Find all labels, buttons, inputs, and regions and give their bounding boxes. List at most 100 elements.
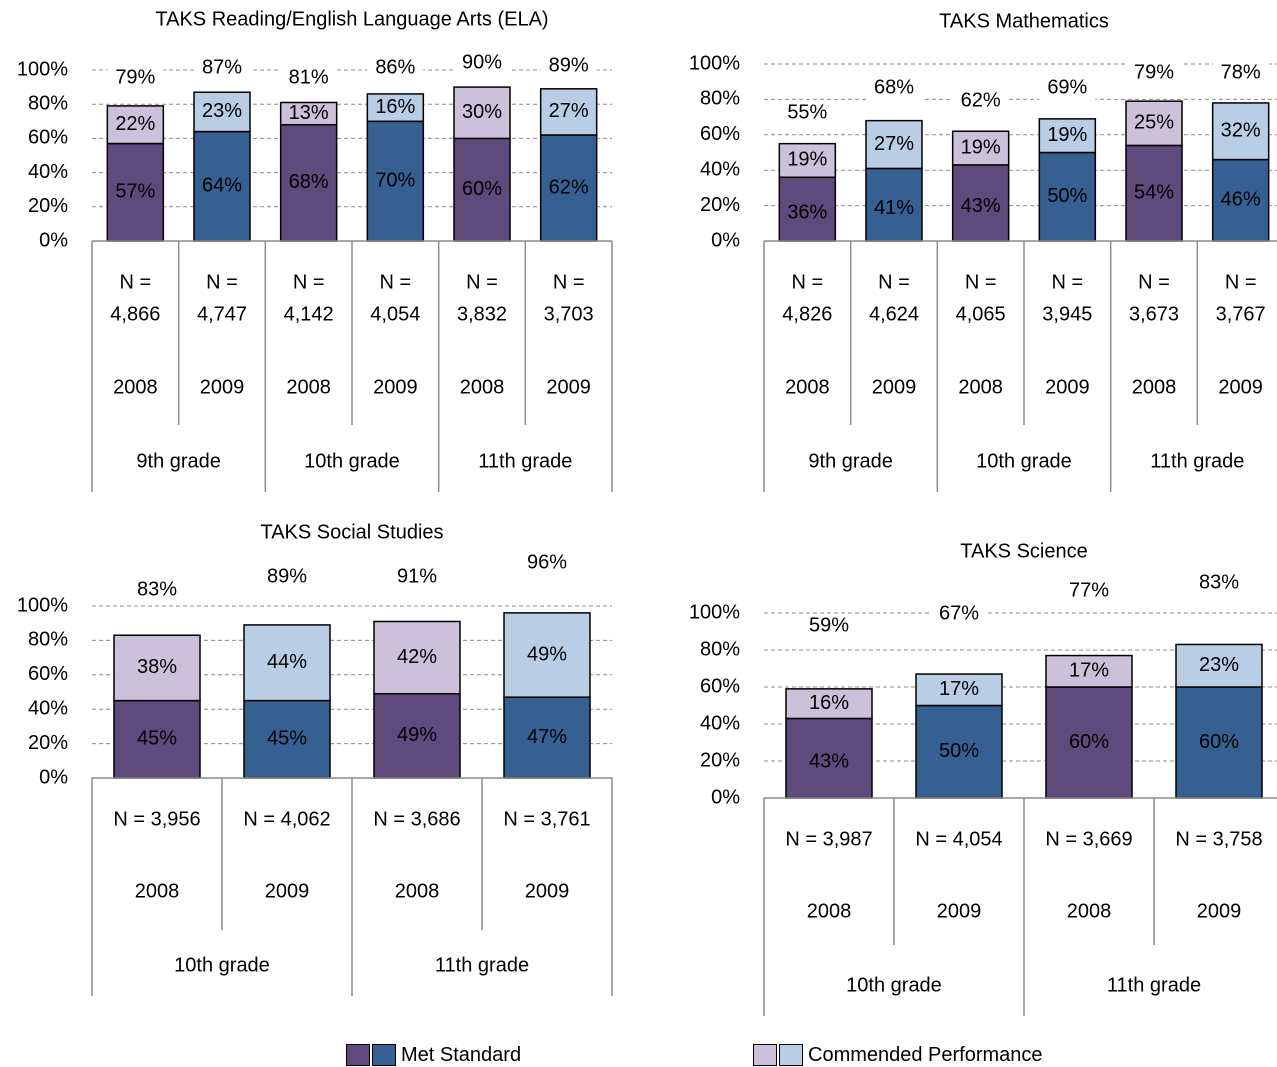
data-label-commended: 22% xyxy=(115,113,155,135)
category-n-label: N = xyxy=(293,271,325,293)
total-label-bg xyxy=(280,66,337,90)
grade-label: 9th grade xyxy=(136,450,221,472)
data-label-commended: 16% xyxy=(809,692,849,714)
total-label: 89% xyxy=(549,54,589,76)
total-label-bg xyxy=(129,578,185,602)
chart-2: TAKS Mathematics 0% 20% 40% 60% 80% 100% 55% 36%… xyxy=(689,10,1277,492)
category-year-label: 2008 xyxy=(460,376,505,398)
y-tick-label: 100% xyxy=(17,58,68,80)
y-tick-label: 20% xyxy=(700,749,740,771)
data-label-met: 47% xyxy=(527,726,567,748)
total-label-bg xyxy=(519,551,575,575)
bar-commended xyxy=(951,130,1010,166)
total-label: 77% xyxy=(1069,579,1109,601)
y-tick-label: 100% xyxy=(689,601,740,623)
bar-commended xyxy=(113,634,201,702)
category-year-label: 2009 xyxy=(373,376,418,398)
category-n-label: N = xyxy=(553,271,585,293)
y-tick-label: 0% xyxy=(711,786,740,808)
category-year-label: 2009 xyxy=(265,880,310,902)
total-label-bg xyxy=(367,56,424,80)
category-year-label: 2009 xyxy=(1197,900,1242,922)
legend-label-commended-performance: Commended Performance xyxy=(808,1043,1043,1066)
total-label: 89% xyxy=(267,565,307,587)
data-label-met: 64% xyxy=(202,175,242,197)
data-label-met: 50% xyxy=(1047,185,1087,207)
chart-title: TAKS Science xyxy=(960,540,1087,562)
grade-label: 10th grade xyxy=(846,974,942,996)
data-label-commended: 49% xyxy=(527,643,567,665)
total-label-bg xyxy=(454,51,510,75)
y-tick-label: 20% xyxy=(28,732,68,754)
bar-commended xyxy=(373,620,461,695)
total-label-bg xyxy=(1061,579,1117,603)
total-label: 91% xyxy=(397,565,437,587)
data-label-met: 54% xyxy=(1134,181,1174,203)
total-label-bg xyxy=(931,602,987,626)
y-tick-label: 0% xyxy=(711,229,740,251)
bar-commended xyxy=(503,612,591,698)
data-label-commended: 25% xyxy=(1134,112,1174,134)
chart-4: TAKS Science 0% 20% 40% 60% 80% 100% 59% 43% 16% N… xyxy=(689,540,1277,1016)
data-label-met: 43% xyxy=(961,195,1001,217)
total-label-bg xyxy=(1039,76,1096,100)
category-n-label: N = xyxy=(1138,271,1170,293)
data-label-met: 70% xyxy=(375,169,415,191)
y-tick-label: 80% xyxy=(28,629,68,651)
data-label-commended: 27% xyxy=(874,133,914,155)
data-label-commended: 17% xyxy=(939,678,979,700)
y-tick-label: 80% xyxy=(28,92,68,114)
legend-swatch-commended-2008 xyxy=(753,1044,777,1066)
data-label-commended: 44% xyxy=(267,651,307,673)
category-n-label: N = 3,956 xyxy=(113,808,200,830)
category-n-label: N = 4,062 xyxy=(243,808,330,830)
total-label-bg xyxy=(801,614,857,638)
grade-label: 11th grade xyxy=(1150,450,1244,472)
total-label-bg xyxy=(1191,571,1247,595)
category-n-value: 3,673 xyxy=(1129,303,1179,325)
data-label-met: 46% xyxy=(1221,189,1261,211)
legend-label-met-standard: Met Standard xyxy=(401,1043,522,1066)
total-label: 69% xyxy=(1047,76,1087,98)
total-label: 86% xyxy=(375,56,415,78)
category-year-label: 2009 xyxy=(546,376,591,398)
data-label-met: 50% xyxy=(939,740,979,762)
bar-met-standard xyxy=(366,120,425,242)
total-label-bg xyxy=(107,66,164,90)
grade-label: 10th grade xyxy=(976,450,1072,472)
y-tick-label: 100% xyxy=(17,594,68,616)
y-tick-label: 0% xyxy=(39,766,68,788)
total-label: 67% xyxy=(939,602,979,624)
data-label-met: 49% xyxy=(397,724,437,746)
category-year-label: 2009 xyxy=(937,900,982,922)
total-label-bg xyxy=(389,565,445,589)
y-tick-label: 60% xyxy=(28,127,68,149)
data-label-met: 60% xyxy=(1069,731,1109,753)
total-label-bg xyxy=(1126,61,1182,85)
category-n-label: N = 3,987 xyxy=(785,828,872,850)
category-year-label: 2009 xyxy=(1045,376,1090,398)
category-year-label: 2008 xyxy=(958,376,1003,398)
bar-commended xyxy=(1125,100,1183,147)
bar-met-standard xyxy=(915,704,1003,799)
data-label-commended: 23% xyxy=(202,100,242,122)
data-label-met: 45% xyxy=(137,728,177,750)
data-label-commended: 13% xyxy=(289,102,329,124)
category-n-value: 4,624 xyxy=(869,303,919,325)
legend-swatch-met-2009 xyxy=(372,1044,396,1066)
bar-met-standard xyxy=(1125,144,1183,242)
category-year-label: 2008 xyxy=(395,880,440,902)
y-tick-label: 40% xyxy=(28,161,68,183)
y-tick-label: 0% xyxy=(39,229,68,251)
y-tick-label: 20% xyxy=(28,195,68,217)
data-label-met: 57% xyxy=(115,181,155,203)
category-n-label: N = 3,761 xyxy=(503,808,590,830)
total-label-bg xyxy=(194,56,250,80)
bar-commended xyxy=(915,673,1003,707)
grade-label: 9th grade xyxy=(808,450,893,472)
total-label-bg xyxy=(259,565,315,589)
total-label-bg xyxy=(866,76,922,100)
category-year-label: 2009 xyxy=(1218,376,1263,398)
y-tick-label: 80% xyxy=(700,638,740,660)
bar-commended xyxy=(539,88,598,136)
